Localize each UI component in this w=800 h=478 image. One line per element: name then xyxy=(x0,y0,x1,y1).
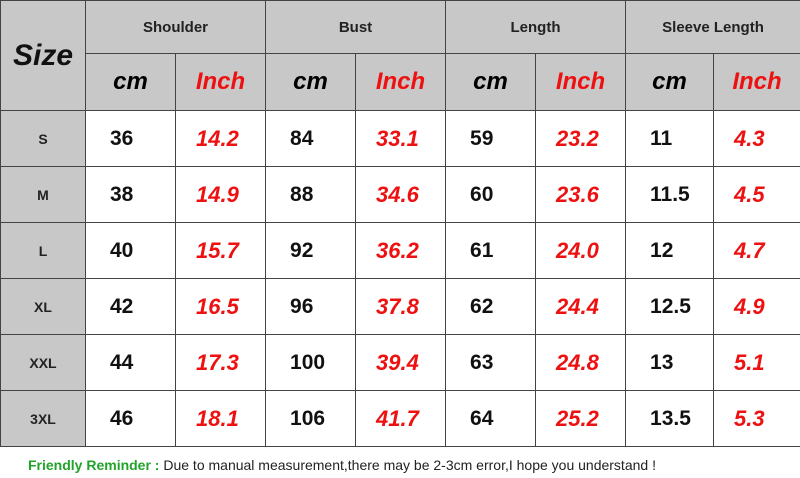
reminder-text: Due to manual measurement,there may be 2… xyxy=(163,457,656,473)
inch-value-cell: 4.5 xyxy=(713,166,800,223)
inch-value-cell: 17.3 xyxy=(174,334,267,391)
unit-header-cm: cm xyxy=(265,53,357,111)
inch-value-cell: 24.4 xyxy=(535,278,627,335)
inch-value-cell: 23.2 xyxy=(535,110,627,167)
inch-value-cell: 15.7 xyxy=(174,222,267,279)
cm-value-cell: 13.5 xyxy=(625,390,715,447)
unit-header-inch: Inch xyxy=(535,53,627,111)
cm-value-cell: 36 xyxy=(85,110,176,167)
table-row: XXL 44 17.3 100 39.4 63 24.8 13 5.1 xyxy=(0,334,800,391)
header-group-row: Size Shoulder Bust Length Sleeve Length xyxy=(0,0,800,111)
inch-value-cell: 41.7 xyxy=(355,390,447,447)
table-row: XL 42 16.5 96 37.8 62 24.4 12.5 4.9 xyxy=(0,278,800,335)
inch-value-cell: 5.3 xyxy=(713,390,800,447)
cm-value-cell: 46 xyxy=(85,390,176,447)
table-row: L 40 15.7 92 36.2 61 24.0 12 4.7 xyxy=(0,222,800,279)
size-cell: L xyxy=(0,222,86,279)
cm-value-cell: 11.5 xyxy=(625,166,715,223)
inch-value-cell: 37.8 xyxy=(355,278,447,335)
table-row: M 38 14.9 88 34.6 60 23.6 11.5 4.5 xyxy=(0,166,800,223)
inch-value-cell: 33.1 xyxy=(355,110,447,167)
size-chart-table: Size Shoulder Bust Length Sleeve Length … xyxy=(0,0,800,447)
cm-value-cell: 60 xyxy=(445,166,537,223)
cm-value-cell: 96 xyxy=(265,278,357,335)
table-row: S 36 14.2 84 33.1 59 23.2 11 4.3 xyxy=(0,110,800,167)
unit-header-cm: cm xyxy=(625,53,715,111)
header-unit-row: cm Inch cm Inch cm Inch cm Inch xyxy=(1,53,800,111)
unit-header-cm: cm xyxy=(85,53,176,111)
shoulder-header: Shoulder xyxy=(84,0,267,54)
cm-value-cell: 11 xyxy=(625,110,715,167)
cm-value-cell: 63 xyxy=(445,334,537,391)
inch-value-cell: 5.1 xyxy=(713,334,800,391)
inch-value-cell: 36.2 xyxy=(355,222,447,279)
sleeve-length-header: Sleeve Length xyxy=(625,0,800,54)
unit-header-inch: Inch xyxy=(355,53,447,111)
cm-value-cell: 42 xyxy=(85,278,176,335)
cm-value-cell: 44 xyxy=(85,334,176,391)
friendly-reminder: Friendly Reminder : Due to manual measur… xyxy=(28,457,656,473)
cm-value-cell: 62 xyxy=(445,278,537,335)
unit-header-inch: Inch xyxy=(174,53,267,111)
inch-value-cell: 23.6 xyxy=(535,166,627,223)
inch-value-cell: 4.9 xyxy=(713,278,800,335)
size-cell: XXL xyxy=(0,334,86,391)
cm-value-cell: 88 xyxy=(265,166,357,223)
table-row: 3XL 46 18.1 106 41.7 64 25.2 13.5 5.3 xyxy=(0,390,800,447)
inch-value-cell: 39.4 xyxy=(355,334,447,391)
cm-value-cell: 84 xyxy=(265,110,357,167)
cm-value-cell: 64 xyxy=(445,390,537,447)
cm-value-cell: 92 xyxy=(265,222,357,279)
inch-value-cell: 24.0 xyxy=(535,222,627,279)
size-cell: 3XL xyxy=(0,390,86,447)
inch-value-cell: 14.9 xyxy=(174,166,267,223)
bust-header: Bust xyxy=(265,0,447,54)
cm-value-cell: 61 xyxy=(445,222,537,279)
size-cell: XL xyxy=(0,278,86,335)
cm-value-cell: 40 xyxy=(85,222,176,279)
unit-header-cm: cm xyxy=(445,53,537,111)
inch-value-cell: 34.6 xyxy=(355,166,447,223)
inch-value-cell: 24.8 xyxy=(535,334,627,391)
size-header: Size xyxy=(0,0,86,111)
cm-value-cell: 100 xyxy=(265,334,357,391)
inch-value-cell: 18.1 xyxy=(174,390,267,447)
cm-value-cell: 59 xyxy=(445,110,537,167)
cm-value-cell: 12.5 xyxy=(625,278,715,335)
cm-value-cell: 12 xyxy=(625,222,715,279)
size-cell: M xyxy=(0,166,86,223)
inch-value-cell: 16.5 xyxy=(174,278,267,335)
cm-value-cell: 13 xyxy=(625,334,715,391)
reminder-label: Friendly Reminder : xyxy=(28,457,160,473)
inch-value-cell: 4.3 xyxy=(713,110,800,167)
inch-value-cell: 4.7 xyxy=(713,222,800,279)
cm-value-cell: 106 xyxy=(265,390,357,447)
size-cell: S xyxy=(0,110,86,167)
unit-header-inch: Inch xyxy=(713,53,800,111)
inch-value-cell: 25.2 xyxy=(535,390,627,447)
length-header: Length xyxy=(445,0,627,54)
cm-value-cell: 38 xyxy=(85,166,176,223)
inch-value-cell: 14.2 xyxy=(174,110,267,167)
